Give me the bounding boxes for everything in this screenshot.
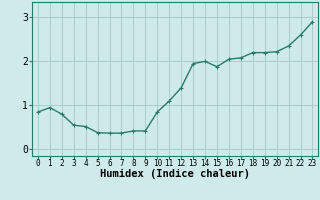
X-axis label: Humidex (Indice chaleur): Humidex (Indice chaleur) xyxy=(100,169,250,179)
